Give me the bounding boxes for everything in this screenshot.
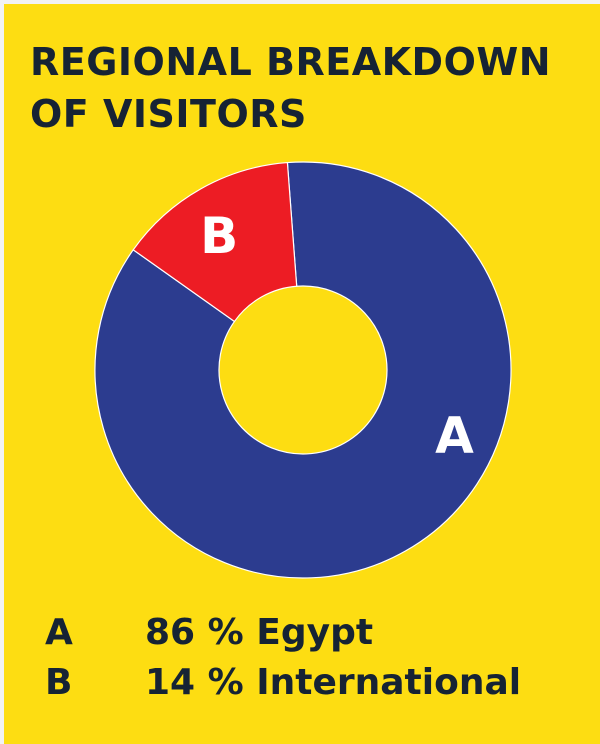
slice-label-b: B bbox=[200, 207, 238, 265]
legend-key-b: B bbox=[45, 662, 73, 703]
legend-key-a: A bbox=[45, 612, 73, 653]
legend-item-b: B 14 % International bbox=[0, 662, 600, 712]
legend: A 86 % Egypt B 14 % International bbox=[0, 612, 600, 712]
chart-title-line-2: OF VISITORS bbox=[30, 92, 307, 136]
legend-text-b: 14 % International bbox=[145, 662, 522, 703]
slice-b bbox=[132, 161, 298, 323]
slice-a bbox=[94, 161, 512, 579]
slice-label-a: A bbox=[435, 406, 474, 464]
chart-title-line-1: REGIONAL BREAKDOWN bbox=[30, 40, 552, 84]
legend-item-a: A 86 % Egypt bbox=[0, 612, 600, 662]
chart-title: REGIONAL BREAKDOWN OF VISITORS bbox=[30, 36, 590, 140]
legend-text-a: 86 % Egypt bbox=[145, 612, 374, 653]
